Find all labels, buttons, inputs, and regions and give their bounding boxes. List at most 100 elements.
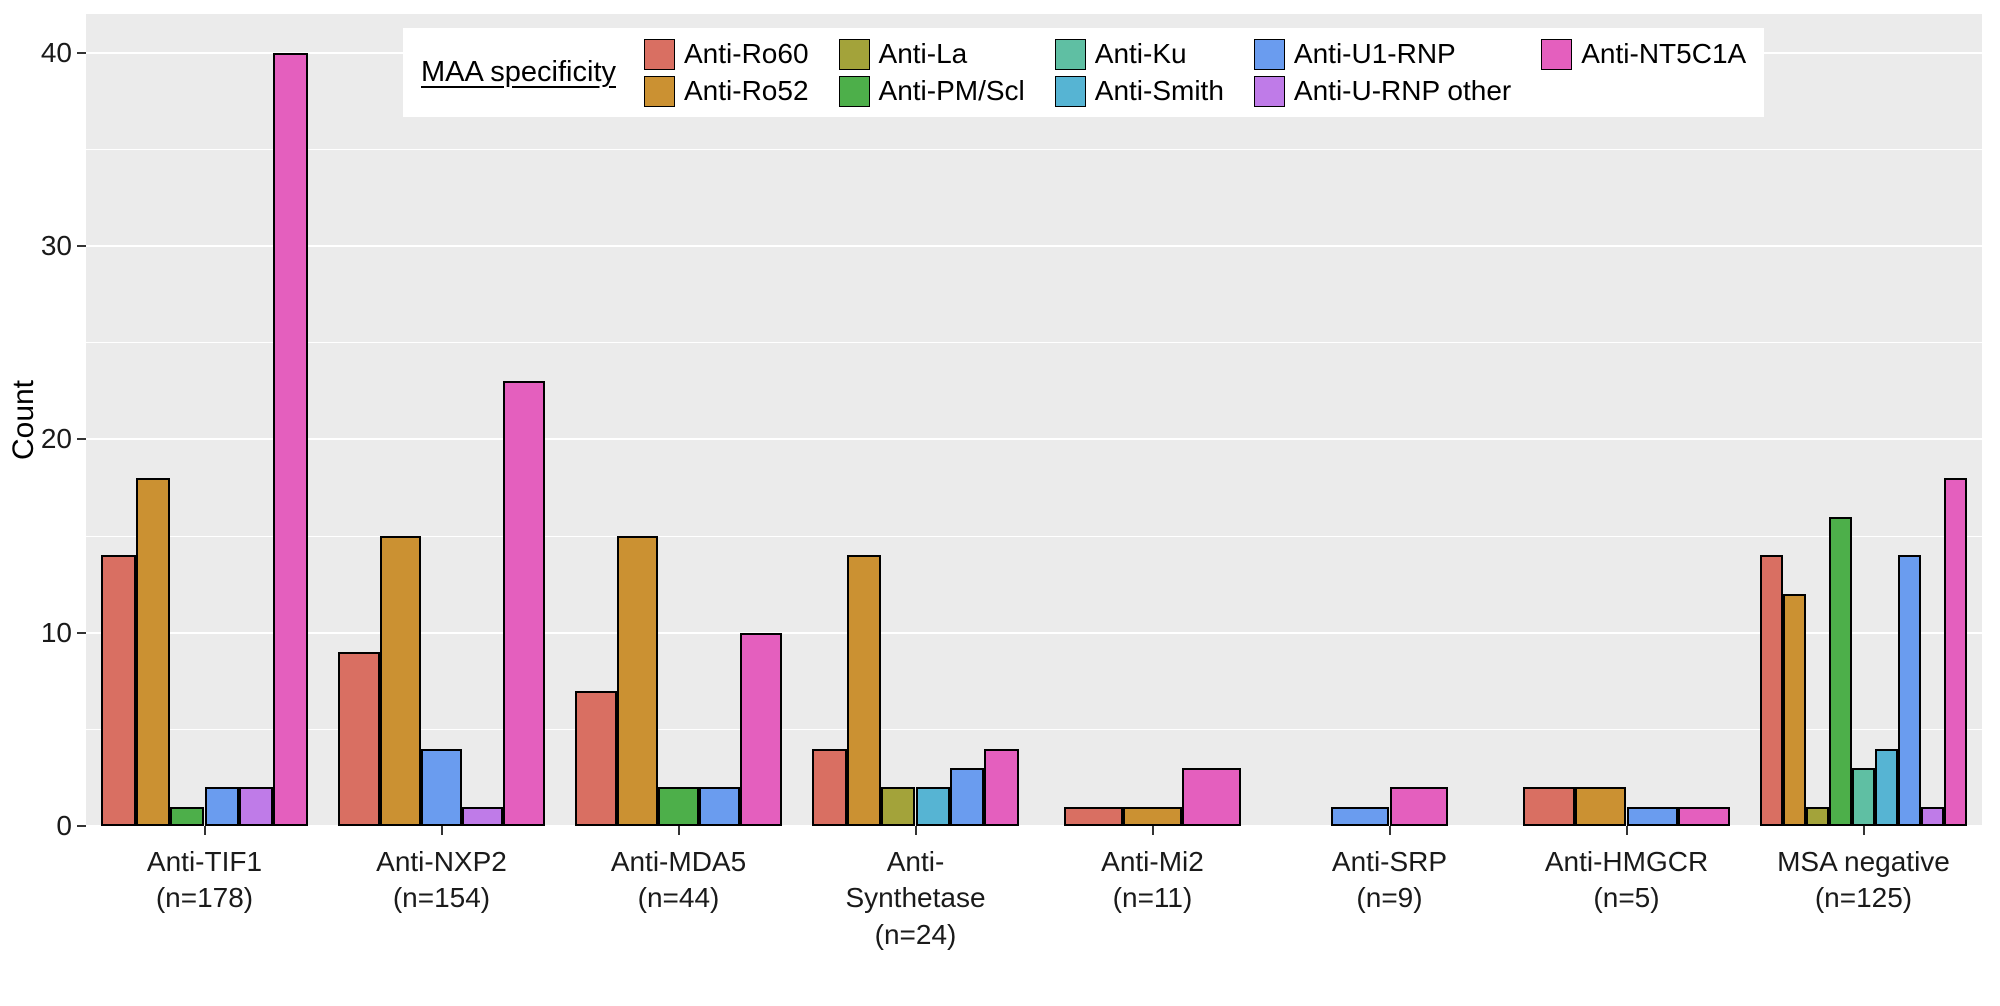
bar-anti-la	[1806, 806, 1830, 826]
legend-column: Anti-Ku Anti-Smith	[1054, 38, 1224, 107]
bar-anti-smith	[915, 787, 950, 826]
legend-label: Anti-La	[878, 38, 968, 69]
legend-entry: Anti-PM/Scl	[838, 75, 1025, 107]
bar-anti-ro60	[575, 690, 617, 826]
bar-anti-nt5c1a	[1181, 768, 1241, 826]
bar-anti-nt5c1a	[1943, 478, 1967, 826]
legend-column: Anti-La Anti-PM/Scl	[838, 38, 1025, 107]
x-axis-category-label: Anti-NXP2 (n=154)	[376, 846, 507, 914]
legend-swatch	[1253, 38, 1285, 70]
legend-swatch	[1541, 38, 1573, 70]
x-tick-mark	[440, 826, 443, 835]
y-tick-mark	[77, 825, 86, 827]
bar-anti-ro60	[101, 555, 136, 826]
legend-entry: Anti-Smith	[1054, 75, 1224, 107]
x-axis-category-label: Anti-Mi2 (n=11)	[1101, 846, 1204, 914]
y-axis-title: Count	[7, 379, 40, 461]
y-tick-label: 0	[56, 810, 72, 841]
major-gridline	[86, 825, 1982, 827]
legend-label: Anti-Ro52	[684, 75, 809, 106]
x-tick-mark	[1151, 826, 1154, 835]
legend-swatch	[838, 75, 870, 107]
bar-anti-ro52	[1574, 787, 1627, 826]
legend-entry: Anti-U-RNP other	[1253, 75, 1512, 107]
bar-anti-la	[881, 787, 916, 826]
x-axis-category-label: Anti- Synthetase (n=24)	[845, 846, 986, 950]
bar-anti-nt5c1a	[273, 52, 308, 826]
bar-anti-ro52	[135, 478, 171, 826]
y-tick-mark	[77, 245, 86, 247]
bar-anti-nt5c1a	[1389, 787, 1449, 826]
legend-swatch	[838, 38, 870, 70]
bar-anti-u1-rnp	[949, 768, 985, 826]
legend-entry: Anti-Ro60	[644, 38, 809, 70]
legend-label: Anti-Ku	[1094, 38, 1187, 69]
y-tick-mark	[77, 631, 86, 634]
minor-gridline	[86, 728, 1982, 730]
y-tick-label: 10	[40, 616, 72, 648]
bar-anti-pm-scl	[657, 787, 700, 826]
legend-entry: Anti-U1-RNP	[1253, 38, 1511, 70]
x-axis-category-label: Anti-MDA5 (n=44)	[610, 846, 747, 914]
x-axis-category-label: MSA negative (n=125)	[1777, 846, 1950, 914]
bar-anti-ku	[1852, 768, 1875, 826]
legend-label: Anti-Ro60	[684, 38, 809, 69]
legend-label: Anti-NT5C1A	[1581, 38, 1747, 69]
plot-area	[86, 14, 1982, 827]
x-tick-mark	[677, 826, 680, 835]
bar-anti-pm-scl	[1829, 516, 1853, 826]
x-tick-mark	[203, 826, 206, 835]
legend-entry: Anti-Ro52	[644, 75, 809, 107]
y-tick-mark	[77, 51, 86, 54]
x-tick-mark	[1862, 826, 1865, 835]
x-tick-mark	[1625, 826, 1628, 835]
bar-anti-ro60	[812, 748, 847, 826]
x-axis-category-label: Anti-SRP (n=9)	[1331, 846, 1448, 914]
legend-column: Anti-NT5C1A	[1541, 38, 1746, 70]
bar-anti-nt5c1a	[1678, 806, 1730, 826]
legend-entries: Anti-Ro60 Anti-Ro52 Anti-La Anti-PM/Scl Anti…	[644, 38, 1746, 107]
y-tick-label: 40	[40, 36, 72, 68]
bar-anti-nt5c1a	[740, 632, 782, 826]
bar-anti-u-rnp-other	[1920, 806, 1944, 826]
x-tick-mark	[914, 826, 917, 835]
legend-label: Anti-U1-RNP	[1293, 38, 1456, 69]
bar-anti-nt5c1a	[984, 748, 1019, 826]
bar-anti-ro52	[1783, 594, 1807, 826]
x-tick-mark	[1388, 826, 1391, 835]
legend-entry: Anti-Ku	[1054, 38, 1224, 70]
bar-anti-ro52	[1123, 806, 1182, 826]
y-tick-label: 30	[40, 230, 72, 261]
bar-anti-u1-rnp	[699, 787, 741, 826]
legend-title: MAA specificity	[421, 56, 616, 88]
bar-anti-ro52	[379, 536, 421, 826]
legend-entry: Anti-La	[838, 38, 1025, 70]
minor-gridline	[86, 342, 1982, 344]
bar-anti-u1-rnp	[204, 787, 239, 826]
legend-column: Anti-Ro60 Anti-Ro52	[644, 38, 809, 107]
legend-swatch	[644, 75, 675, 107]
major-gridline	[86, 438, 1982, 441]
bar-anti-ro60	[1760, 555, 1784, 826]
x-axis-category-label: Anti-TIF1 (n=178)	[146, 846, 263, 914]
legend-swatch	[644, 38, 675, 70]
bar-anti-ro52	[846, 555, 882, 826]
legend-swatch	[1054, 38, 1086, 70]
bar-anti-u1-rnp	[1626, 806, 1679, 826]
legend-swatch	[1054, 75, 1086, 107]
legend-column: Anti-U1-RNP Anti-U-RNP other	[1253, 38, 1512, 107]
bar-anti-ro60	[1064, 806, 1124, 826]
legend-entry: Anti-NT5C1A	[1541, 38, 1746, 70]
bar-anti-u-rnp-other	[238, 787, 274, 826]
bar-anti-ro60	[338, 652, 380, 826]
bar-anti-u1-rnp	[1897, 555, 1921, 826]
legend-label: Anti-U-RNP other	[1293, 75, 1512, 106]
legend-swatch	[1253, 75, 1285, 107]
major-gridline	[86, 245, 1982, 247]
bar-anti-u-rnp-other	[462, 806, 504, 826]
y-tick-mark	[77, 438, 86, 441]
bar-anti-ro52	[616, 536, 658, 826]
bar-anti-u1-rnp	[420, 748, 463, 826]
minor-gridline	[86, 535, 1982, 537]
